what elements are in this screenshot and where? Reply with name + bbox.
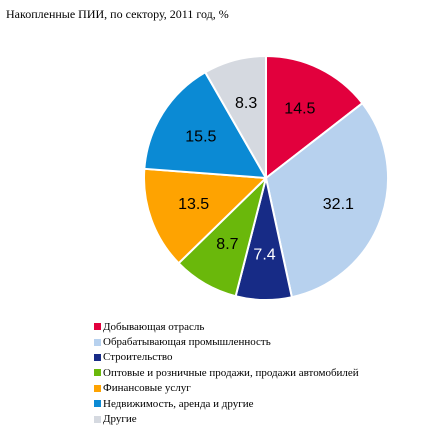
legend-label: Финансовые услуг (103, 382, 191, 395)
legend-swatch (94, 338, 101, 346)
slice-value-label: 13.5 (178, 196, 209, 213)
legend-item: Добывающая отрасль (94, 319, 359, 334)
legend-item: Недвижимость, аренда и другие (94, 396, 359, 411)
legend-swatch (94, 400, 101, 408)
slice-value-label: 8.7 (216, 236, 238, 253)
pie-chart: 14.5 32.1 7.4 8.7 13.5 15.5 8.3 (143, 55, 389, 301)
pie-slice-5 (143, 167, 267, 265)
pie-slices (143, 55, 389, 301)
pie-slice-7 (204, 55, 267, 179)
legend-label: Недвижимость, аренда и другие (103, 397, 254, 410)
legend-label: Другие (103, 413, 137, 426)
slice-value-label: 14.5 (284, 100, 315, 117)
legend-label: Оптовые и розничные продажи, продажи авт… (103, 366, 359, 379)
legend-label: Обрабатывающая промышленность (103, 336, 271, 349)
legend: Добывающая отрасль Обрабатывающая промышл… (94, 319, 359, 427)
legend-swatch (94, 353, 101, 361)
legend-item: Финансовые услуг (94, 381, 359, 396)
pie-slice-6 (143, 71, 267, 179)
legend-label: Строительство (103, 351, 173, 364)
slice-value-label: 8.3 (235, 95, 257, 112)
slice-value-label: 32.1 (323, 196, 354, 213)
legend-label: Добывающая отрасль (103, 320, 205, 333)
legend-item: Другие (94, 411, 359, 426)
legend-swatch (94, 369, 101, 377)
legend-swatch (94, 384, 101, 392)
pie-slice-1 (265, 55, 364, 179)
pie-slice-2 (265, 102, 389, 299)
legend-item: Обрабатывающая промышленность (94, 334, 359, 349)
legend-swatch (94, 415, 101, 423)
slice-labels: 14.5 32.1 7.4 8.7 13.5 15.5 8.3 (178, 95, 354, 263)
slice-value-label: 15.5 (185, 128, 216, 145)
slice-value-label: 7.4 (253, 246, 275, 263)
chart-title: Накопленные ПИИ, по сектору, 2011 год, % (6, 7, 229, 21)
legend-item: Строительство (94, 350, 359, 365)
legend-item: Оптовые и розничные продажи, продажи авт… (94, 365, 359, 380)
legend-swatch (94, 323, 101, 331)
